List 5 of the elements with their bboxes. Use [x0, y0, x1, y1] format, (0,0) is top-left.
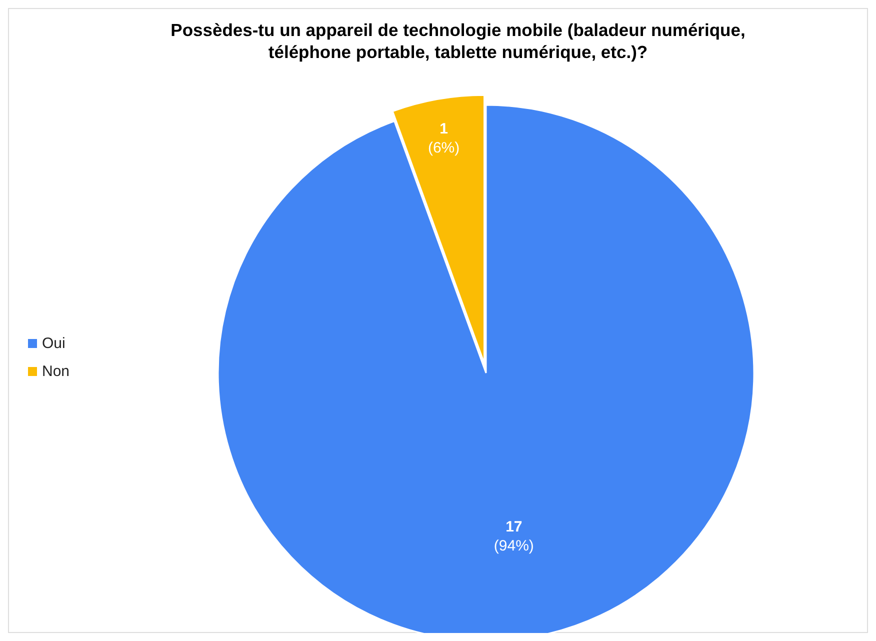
data-label: 1 (6%): [428, 120, 460, 157]
legend-label: Non: [42, 363, 70, 380]
legend-label: Oui: [42, 335, 66, 352]
data-label: 17 (94%): [494, 518, 534, 554]
chart-title: Possèdes-tu un appareil de technologie mobile (baladeur numérique, téléphone portable, tablette numérique, etc.)?: [170, 20, 746, 62]
